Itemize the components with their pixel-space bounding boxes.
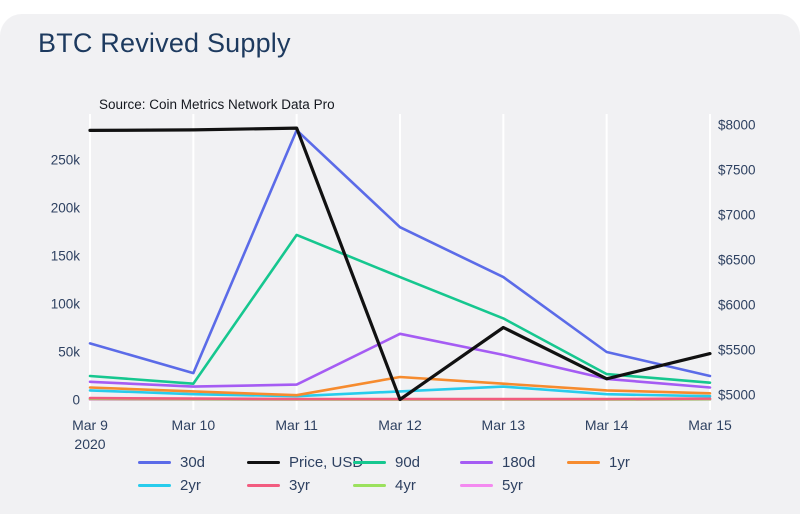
left-tick-100k: 100k (50, 296, 80, 312)
legend-item-5yr[interactable]: 5yr (460, 478, 523, 493)
series-line-2yr (88, 385, 712, 398)
legend-item-1yr[interactable]: 1yr (567, 455, 630, 470)
right-tick-5000: $5000 (718, 387, 756, 403)
legend-swatch-price-usd (247, 461, 280, 464)
left-tick-250k: 250k (50, 152, 80, 168)
legend-item-2yr[interactable]: 2yr (138, 478, 201, 493)
right-tick-5500: $5500 (718, 342, 756, 358)
legend-swatch-1yr (567, 461, 600, 464)
legend-label-price-usd: Price, USD (289, 454, 364, 471)
series-line-price-usd (88, 126, 712, 402)
legend-label-5yr: 5yr (502, 477, 523, 494)
legend-swatch-180d (460, 461, 493, 464)
legend-item-price-usd[interactable]: Price, USD (247, 455, 363, 470)
x-tick-mar-14: Mar 14 (584, 417, 629, 433)
legend-swatch-5yr (460, 484, 493, 487)
series-line-90d (88, 233, 712, 386)
x-tick-year: 2020 (74, 436, 106, 452)
x-tick-mar-9: Mar 9 2020 (45, 416, 135, 454)
legend-label-2yr: 2yr (180, 477, 201, 494)
right-tick-7000: $7000 (718, 207, 756, 223)
legend-swatch-30d (138, 461, 171, 464)
legend-swatch-3yr (247, 484, 280, 487)
legend-label-3yr: 3yr (289, 477, 310, 494)
right-tick-6500: $6500 (718, 252, 756, 268)
legend-swatch-4yr (353, 484, 386, 487)
left-tick-0: 0 (72, 392, 80, 408)
x-tick-mar-12: Mar 12 (378, 417, 422, 433)
x-tick-mar-15: Mar 15 (688, 417, 732, 433)
legend-label-30d: 30d (180, 454, 206, 471)
legend-label-180d: 180d (502, 454, 536, 471)
legend-swatch-90d (353, 461, 386, 464)
series-line-30d (88, 128, 712, 378)
right-tick-8000: $8000 (718, 117, 756, 133)
right-tick-6000: $6000 (718, 297, 756, 313)
right-tick-7500: $7500 (718, 162, 756, 178)
legend-item-4yr[interactable]: 4yr (353, 478, 416, 493)
legend-swatch-2yr (138, 484, 171, 487)
chart-title: BTC Revived Supply (38, 28, 291, 58)
legend-item-30d[interactable]: 30d (138, 455, 205, 470)
left-tick-200k: 200k (50, 200, 80, 216)
series-line-1yr (88, 375, 712, 397)
legend-label-4yr: 4yr (395, 477, 416, 494)
legend-item-3yr[interactable]: 3yr (247, 478, 310, 493)
source-note: Source: Coin Metrics Network Data Pro (99, 97, 335, 112)
legend-label-1yr: 1yr (609, 454, 630, 471)
x-tick-mar-13: Mar 13 (481, 417, 526, 433)
x-tick-mar-11: Mar 11 (275, 417, 318, 433)
legend-item-90d[interactable]: 90d (353, 455, 420, 470)
left-tick-50k: 50k (58, 344, 80, 360)
legend-label-90d: 90d (395, 454, 421, 471)
legend-item-180d[interactable]: 180d (460, 455, 535, 470)
left-tick-150k: 150k (50, 248, 80, 264)
x-tick-mar-10: Mar 10 (171, 417, 216, 433)
